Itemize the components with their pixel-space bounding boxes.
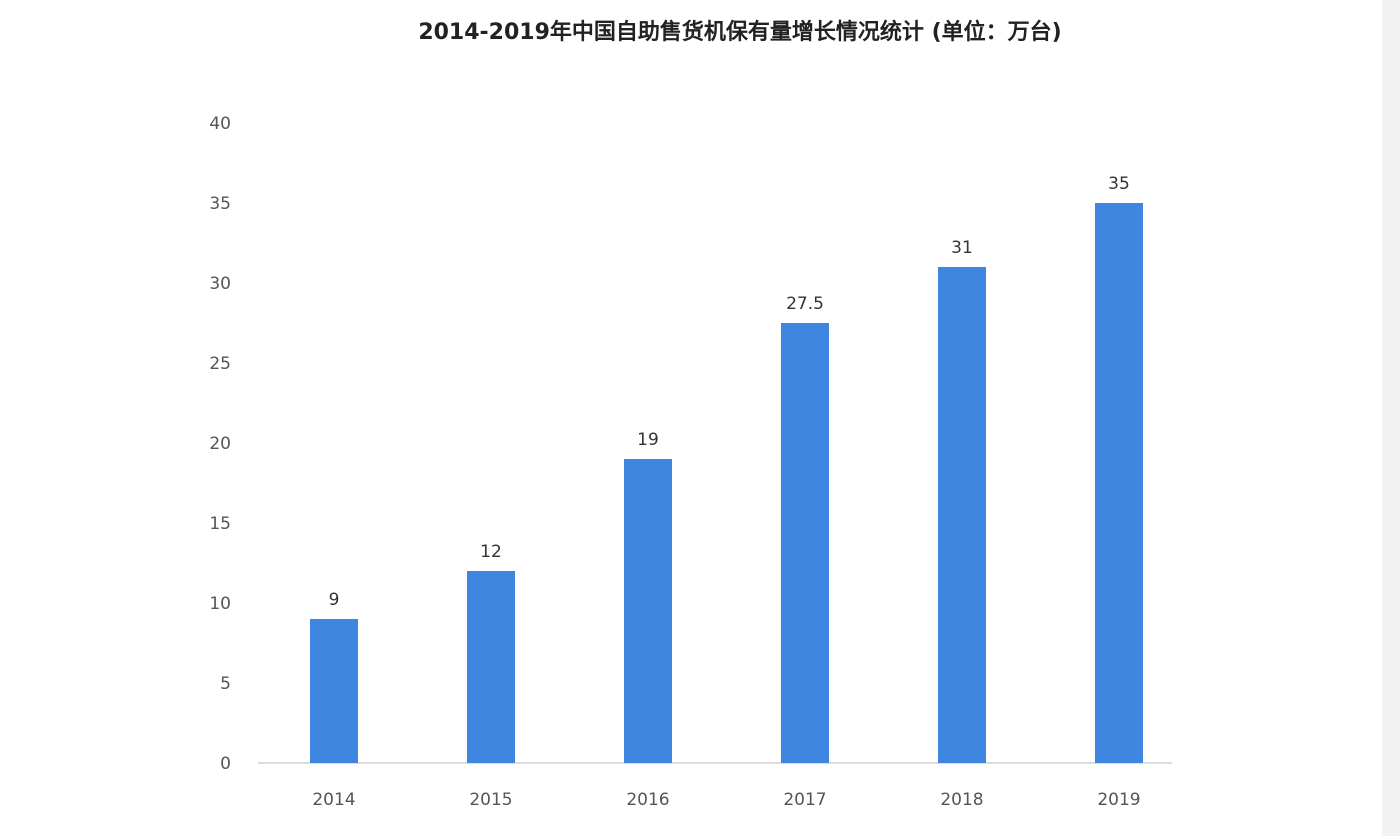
y-tick-label: 0 xyxy=(220,754,231,774)
y-tick-label: 25 xyxy=(209,354,231,374)
y-tick-label: 20 xyxy=(209,434,231,454)
y-tick-label: 5 xyxy=(220,674,231,694)
bar-2016 xyxy=(624,459,672,763)
x-tick-label: 2019 xyxy=(1097,790,1140,810)
data-label: 9 xyxy=(329,590,340,610)
bar-2019 xyxy=(1095,203,1143,763)
bar-2015 xyxy=(467,571,515,763)
bar-2014 xyxy=(310,619,358,763)
x-tick-label: 2014 xyxy=(312,790,355,810)
bar-2018 xyxy=(938,267,986,763)
y-tick-label: 30 xyxy=(209,274,231,294)
y-tick-label: 15 xyxy=(209,514,231,534)
data-label: 35 xyxy=(1108,174,1130,194)
data-label: 31 xyxy=(951,238,973,258)
x-tick-label: 2018 xyxy=(940,790,983,810)
y-tick-label: 35 xyxy=(209,194,231,214)
right-edge-strip xyxy=(1382,0,1400,836)
x-tick-label: 2015 xyxy=(469,790,512,810)
y-tick-label: 10 xyxy=(209,594,231,614)
data-label: 12 xyxy=(480,542,502,562)
y-tick-label: 40 xyxy=(209,114,231,134)
bar-2017 xyxy=(781,323,829,763)
data-label: 19 xyxy=(637,430,659,450)
x-tick-label: 2016 xyxy=(626,790,669,810)
x-tick-label: 2017 xyxy=(783,790,826,810)
data-label: 27.5 xyxy=(786,294,824,314)
chart-title: 2014-2019年中国自助售货机保有量增长情况统计 (单位：万台) xyxy=(418,20,1062,45)
